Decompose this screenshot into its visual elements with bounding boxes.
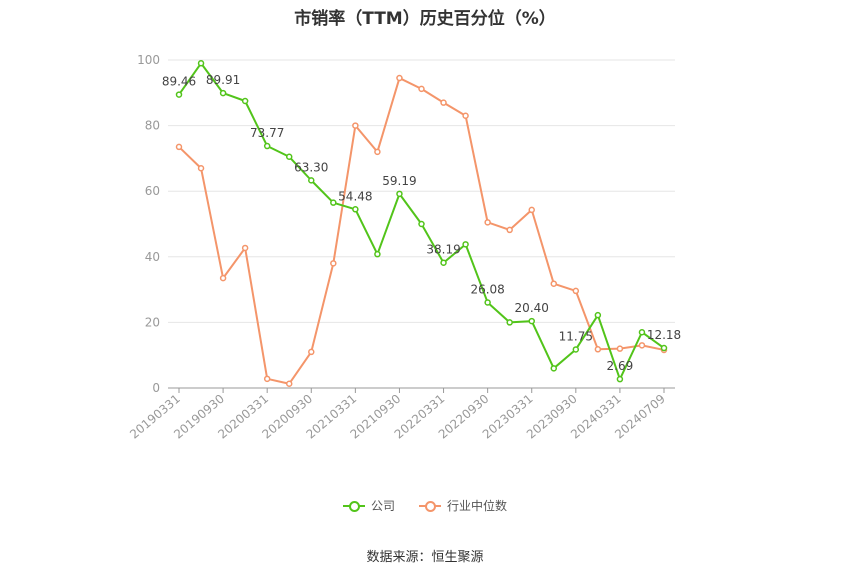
data-label: 26.08 [470, 282, 504, 296]
data-point-industry [285, 380, 293, 387]
data-point-company [219, 89, 227, 97]
data-point-company [506, 319, 513, 326]
data-point-company [462, 241, 469, 248]
legend-label-industry: 行业中位数 [447, 499, 508, 513]
data-point-company [374, 250, 381, 258]
data-point-company [616, 375, 624, 383]
data-point-industry [572, 287, 580, 295]
data-point-company [484, 299, 491, 306]
data-label: 54.48 [338, 189, 372, 203]
data-point-company [263, 142, 271, 150]
y-tick-label: 100 [137, 53, 160, 67]
y-tick-label: 40 [145, 250, 160, 264]
data-label: 38.19 [426, 243, 460, 257]
data-label: 2.69 [607, 359, 634, 373]
data-point-industry [197, 164, 205, 172]
data-point-company [330, 199, 337, 206]
y-tick-label: 60 [145, 184, 160, 198]
data-point-company [285, 153, 293, 161]
data-point-company [528, 317, 535, 325]
data-point-company [440, 259, 447, 266]
data-label: 73.77 [250, 126, 284, 140]
data-point-industry [219, 274, 227, 282]
legend-swatch-company [342, 500, 365, 512]
data-label: 89.46 [162, 75, 196, 89]
data-point-company [352, 206, 359, 213]
data-point-company [175, 91, 183, 98]
data-point-industry [396, 74, 403, 82]
data-point-company [418, 220, 425, 228]
legend-swatch-industry [419, 500, 441, 512]
data-point-company [594, 311, 602, 319]
data-point-industry [638, 342, 646, 349]
data-point-industry [528, 206, 535, 214]
legend-item-industry[interactable]: 行业中位数 [419, 497, 507, 514]
data-point-company [308, 177, 315, 184]
data-point-industry [352, 122, 359, 129]
data-label: 20.40 [515, 301, 549, 315]
data-point-company [660, 344, 668, 352]
data-point-industry [550, 280, 558, 287]
y-tick-label: 80 [145, 119, 160, 133]
y-tick-label: 20 [145, 315, 160, 329]
data-point-industry [308, 348, 315, 356]
legend: 公司 行业中位数 [0, 497, 850, 514]
data-point-industry [484, 219, 491, 226]
data-point-industry [374, 148, 381, 156]
data-label: 11.75 [559, 329, 593, 343]
data-label: 63.30 [294, 160, 328, 174]
data-point-company [572, 346, 580, 353]
data-label: 89.91 [206, 73, 240, 87]
data-point-industry [594, 346, 602, 353]
chart-title: 市销率（TTM）历史百分位（%） [294, 9, 556, 29]
data-point-industry [418, 85, 425, 93]
data-point-industry [506, 226, 513, 234]
data-point-industry [330, 260, 337, 267]
data-point-company [396, 190, 403, 198]
data-point-industry [440, 99, 447, 106]
data-point-company [197, 60, 205, 67]
data-point-industry [175, 143, 183, 151]
data-point-industry [241, 244, 249, 252]
data-point-industry [616, 345, 624, 352]
data-point-company [241, 97, 249, 105]
legend-item-company[interactable]: 公司 [342, 497, 395, 514]
legend-label-company: 公司 [370, 499, 395, 513]
data-source: 数据来源：恒生聚源 [366, 550, 484, 565]
data-point-company [550, 365, 558, 372]
y-tick-label: 0 [152, 381, 160, 395]
data-point-industry [462, 112, 469, 120]
data-label: 12.18 [647, 328, 681, 342]
data-point-company [638, 328, 646, 336]
data-point-industry [263, 375, 271, 383]
data-label: 59.19 [382, 174, 416, 188]
